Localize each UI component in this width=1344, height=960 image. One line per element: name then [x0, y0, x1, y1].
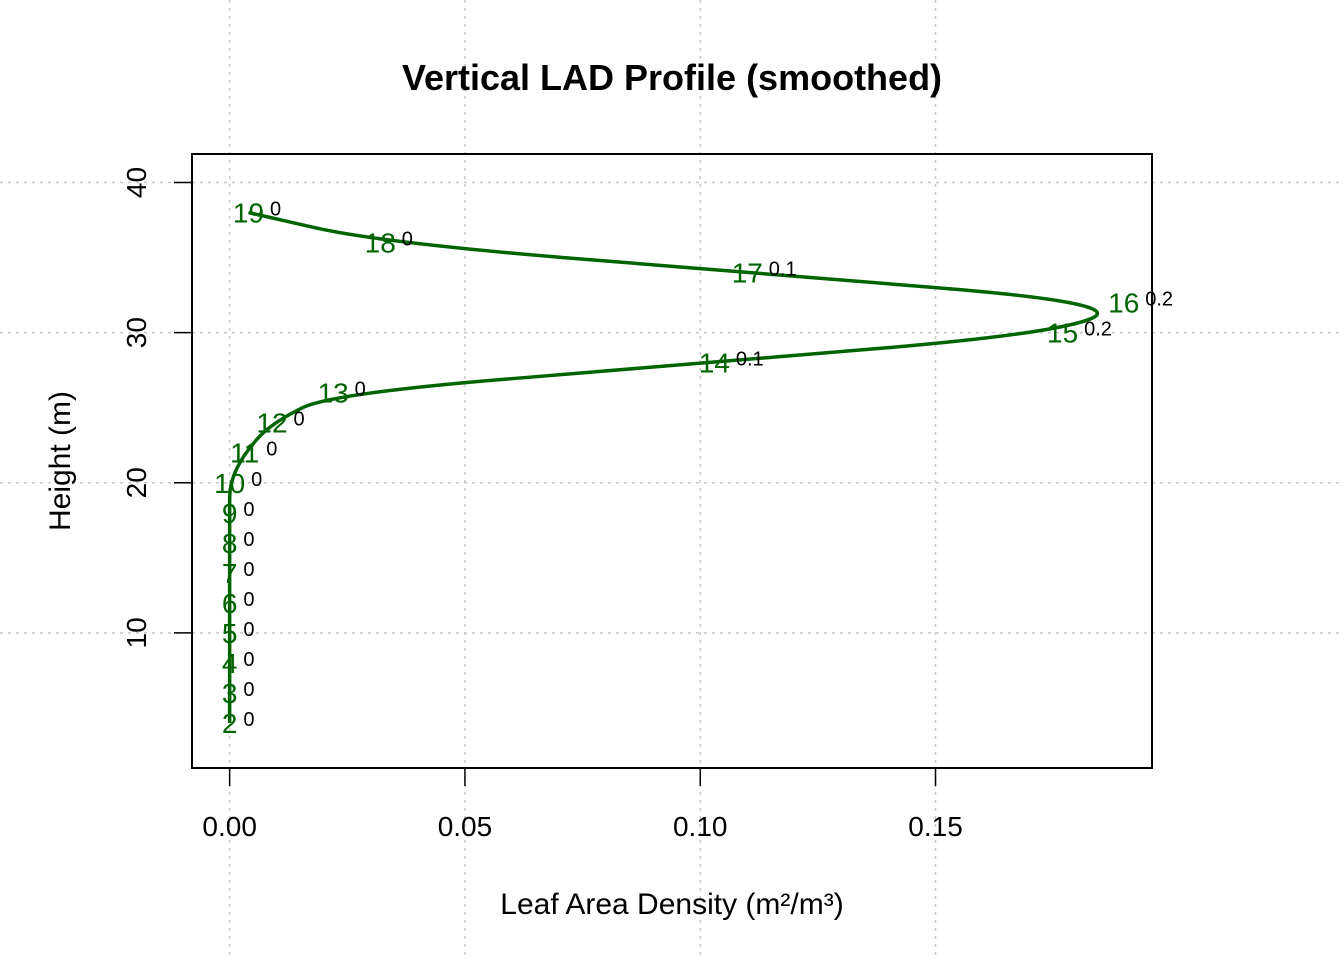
value-label-9: 0 — [243, 499, 254, 521]
value-label-12: 0 — [294, 409, 305, 431]
point-label-3: 3 — [222, 678, 238, 709]
value-label-18: 0 — [402, 229, 413, 251]
point-label-5: 5 — [222, 618, 238, 649]
point-label-9: 9 — [222, 498, 238, 529]
y-tick-label: 10 — [121, 617, 152, 648]
y-axis-label: Height (m) — [44, 391, 77, 531]
value-label-4: 0 — [243, 649, 254, 671]
value-label-6: 0 — [243, 589, 254, 611]
lad-profile-line — [227, 210, 1100, 723]
x-tick-label: 0.00 — [202, 811, 257, 842]
point-label-6: 6 — [222, 588, 238, 619]
y-tick-label: 40 — [121, 167, 152, 198]
plot-frame — [191, 153, 1153, 769]
x-tick-label: 0.05 — [438, 811, 493, 842]
point-label-4: 4 — [222, 648, 238, 679]
value-label-8: 0 — [243, 529, 254, 551]
value-label-17: 0.1 — [769, 259, 797, 281]
point-label-7: 7 — [222, 558, 238, 589]
y-tick-label: 20 — [121, 467, 152, 498]
point-label-2: 2 — [222, 708, 238, 739]
value-label-16: 0.2 — [1145, 289, 1173, 311]
value-label-14: 0.1 — [736, 349, 764, 371]
x-axis: 0.00 0.05 0.10 0.15 — [202, 768, 963, 842]
point-label-10: 10 — [214, 468, 245, 499]
value-label-11: 0 — [266, 439, 277, 461]
y-tick-label: 30 — [121, 317, 152, 348]
chart-title: Vertical LAD Profile (smoothed) — [402, 57, 942, 98]
point-label-16: 16 — [1108, 288, 1139, 319]
point-label-18: 18 — [365, 228, 396, 259]
point-label-17: 17 — [732, 258, 763, 289]
point-labels: 2 03 04 05 06 07 08 09 010 011 012 013 014 0.115 0.216… — [214, 198, 1173, 739]
point-label-19: 19 — [233, 198, 264, 229]
value-label-5: 0 — [243, 619, 254, 641]
y-axis: 10 20 30 40 — [121, 167, 192, 648]
value-label-13: 0 — [355, 379, 366, 401]
point-label-12: 12 — [256, 408, 287, 439]
point-label-14: 14 — [699, 348, 730, 379]
value-label-3: 0 — [243, 679, 254, 701]
value-label-10: 0 — [251, 469, 262, 491]
value-label-15: 0.2 — [1084, 319, 1112, 341]
point-label-15: 15 — [1047, 318, 1078, 349]
point-label-13: 13 — [318, 378, 349, 409]
value-label-7: 0 — [243, 559, 254, 581]
value-label-2: 0 — [243, 709, 254, 731]
x-axis-label: Leaf Area Density (m²/m³) — [500, 888, 843, 921]
x-tick-label: 0.10 — [673, 811, 728, 842]
point-label-11: 11 — [230, 438, 259, 469]
value-label-19: 0 — [270, 199, 281, 221]
point-label-8: 8 — [222, 528, 238, 559]
x-tick-label: 0.15 — [908, 811, 963, 842]
